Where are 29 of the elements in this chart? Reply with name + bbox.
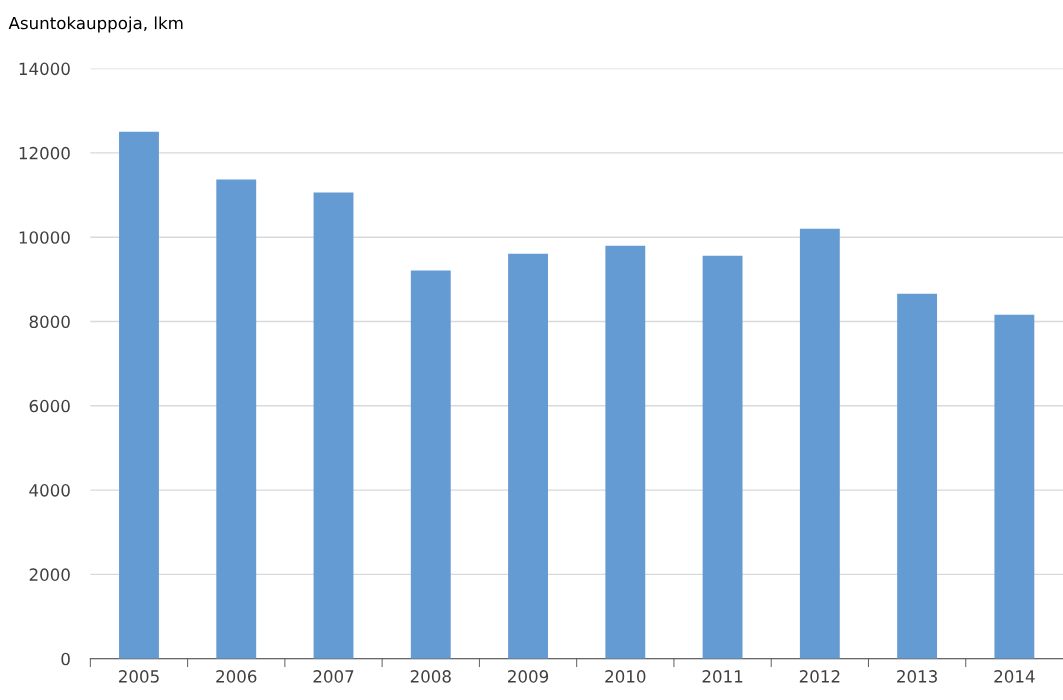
y-tick-label: 4000 (29, 484, 70, 497)
y-tick-label: 6000 (29, 399, 70, 413)
y-tick-label: 14000 (19, 62, 70, 76)
y-tick-label: 8000 (29, 315, 70, 329)
x-tick-label: 2013 (897, 670, 937, 683)
y-tick-label: 10000 (19, 231, 70, 244)
x-tick-label: 2014 (994, 670, 1035, 683)
x-tick-label: 2010 (605, 670, 646, 683)
x-tick-label: 2008 (410, 670, 451, 683)
bar (410, 270, 451, 659)
y-tick-label: 0 (61, 652, 70, 666)
y-axis-title: Asuntokauppoja, lkm (8, 16, 183, 33)
x-tick-label: 2009 (508, 670, 549, 683)
x-tick-label: 2007 (313, 670, 354, 683)
bar (313, 192, 354, 659)
bar (508, 253, 548, 659)
y-tick-label: 12000 (19, 146, 70, 160)
bar (799, 228, 840, 659)
bar (897, 293, 938, 659)
x-tick-label: 2006 (216, 670, 257, 683)
bar (605, 245, 646, 659)
x-tick-label: 2011 (702, 670, 743, 683)
bar (119, 131, 159, 659)
x-tick-label: 2005 (119, 670, 159, 683)
bar (994, 314, 1035, 659)
bar (702, 255, 743, 659)
x-tick-label: 2012 (799, 670, 840, 683)
y-tick-label: 2000 (29, 568, 70, 581)
bar (216, 179, 257, 659)
